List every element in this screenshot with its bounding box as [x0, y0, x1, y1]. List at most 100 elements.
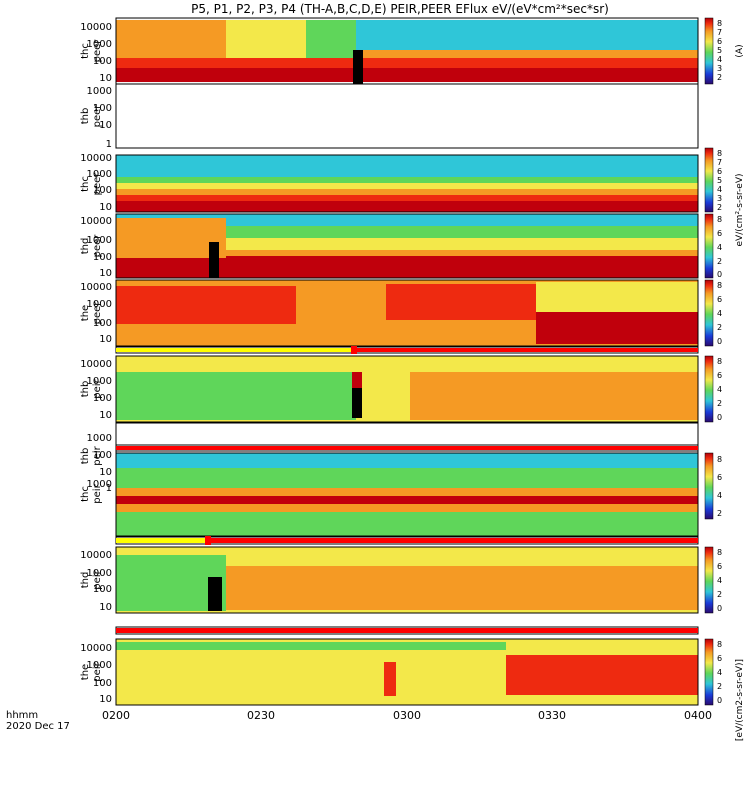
y-tick-label: 10 [99, 268, 112, 279]
y-label-the: the [80, 305, 91, 321]
y-tick-label: 1000 [87, 235, 112, 246]
x-tick-label: 0200 [102, 709, 130, 722]
colorbar-label: 8 [717, 215, 722, 224]
panel-8-thc-peir: thc peir 1000 [80, 452, 699, 537]
y-tick-label: 1000 [87, 433, 112, 444]
heatmap-band [116, 496, 698, 504]
y-label-peer: peer [92, 301, 103, 325]
y-tick-label: 100 [93, 450, 112, 461]
colorbar-label: 2 [717, 257, 722, 266]
heatmap-band [536, 282, 698, 312]
y-tick-label: 10 [99, 467, 112, 478]
panel-10-the-peir: the peir 10000 1000 100 10 [80, 638, 699, 706]
y-tick-label: 10 [99, 602, 112, 613]
colorbar-label: 8 [717, 357, 722, 366]
colorbar-label: 6 [717, 473, 722, 482]
y-tick-label: 100 [93, 678, 112, 689]
colorbar-label: 6 [717, 562, 722, 571]
y-tick-label: 10000 [80, 359, 112, 370]
y-tick-label: 10000 [80, 550, 112, 561]
y-tick-label: 10 [99, 73, 112, 84]
colorbar-label: 2 [717, 73, 722, 82]
y-label-peir: peir [92, 661, 103, 681]
colorbar-label: 6 [717, 654, 722, 663]
data-gap-block [209, 242, 219, 278]
colorbar-label: 2 [717, 509, 722, 518]
colorbar-label: 6 [717, 167, 722, 176]
heatmap-band [116, 504, 698, 512]
plot-frame [115, 154, 699, 213]
y-tick-label: 10000 [80, 153, 112, 164]
y-label-peer: peer [92, 172, 103, 196]
x-tick-label: 0400 [684, 709, 712, 722]
y-label-peir: peir [92, 445, 103, 465]
heatmap-band [116, 468, 698, 488]
y-tick-label: 1000 [87, 169, 112, 180]
plot-frame [115, 83, 699, 149]
heatmap-band [116, 189, 698, 195]
colorbar-panel-5: 8 6 4 2 0 [704, 279, 722, 347]
colorbar-label: 4 [717, 185, 722, 194]
colorbar-label: 8 [717, 640, 722, 649]
colorbar-label: 0 [717, 270, 722, 279]
colorbar-label: 3 [717, 194, 722, 203]
y-label-peir: peir [92, 483, 103, 503]
heatmap-band [116, 356, 356, 372]
y-tick-label: 10 [99, 202, 112, 213]
colorbar-label: 2 [717, 399, 722, 408]
y-tick-label: 100 [93, 584, 112, 595]
quality-flag-bar [115, 346, 699, 354]
colorbar-label: 3 [717, 64, 722, 73]
chart-title: P5, P1, P2, P3, P4 (TH-A,B,C,D,E) PEIR,P… [191, 2, 609, 16]
y-tick-label: 100 [93, 185, 112, 196]
heatmap-band [410, 20, 698, 50]
colorbar-label: 0 [717, 337, 722, 346]
y-tick-label: 1000 [87, 86, 112, 97]
heatmap-band [116, 256, 698, 278]
colorbar-label: 8 [717, 19, 722, 28]
colorbar-panel-6: 8 6 4 2 0 [704, 355, 722, 423]
colorbar-label: 8 [717, 149, 722, 158]
x-tick-label: 0300 [393, 709, 421, 722]
colorbar-label: 2 [717, 682, 722, 691]
y-label-thc: thc [80, 486, 91, 502]
colorbar-label: 0 [717, 696, 722, 705]
colorbar-label: 2 [717, 203, 722, 212]
y-tick-label: 1000 [87, 479, 112, 490]
colorbar-panel-1: 8 7 6 5 4 3 2 (A) [704, 17, 745, 85]
heatmap-band [116, 512, 698, 536]
time-axis-label-top: hhmm [6, 710, 38, 721]
colorbar-label: 8 [717, 281, 722, 290]
time-axis: hhmm 2020 Dec 17 0200 0230 0300 0330 040… [6, 709, 712, 732]
panel-3-thc-peer: thc peer 10000 1000 100 10 [80, 153, 699, 213]
y-tick-label: 100 [93, 103, 112, 114]
heatmap-band [116, 68, 698, 82]
heatmap-band [536, 312, 698, 344]
heatmap-band [116, 372, 356, 420]
colorbar-label: 6 [717, 229, 722, 238]
heatmap-band [410, 372, 698, 420]
y-tick-label: 1000 [87, 660, 112, 671]
colorbar-panel-4: 8 6 4 2 0 [704, 213, 722, 279]
y-tick-label: 100 [93, 393, 112, 404]
heatmap-band [116, 286, 296, 324]
colorbar-label: 0 [717, 604, 722, 613]
colorbar-label: 6 [717, 37, 722, 46]
y-label-the: the [80, 664, 91, 680]
colorbar-label: 4 [717, 491, 722, 500]
heatmap-band [506, 655, 698, 695]
y-tick-label: 100 [93, 56, 112, 67]
y-label-thc: thc [80, 176, 91, 192]
plot-frame [115, 355, 699, 423]
quality-flag-bar [115, 536, 699, 545]
y-tick-label: 10 [99, 334, 112, 345]
colorbar-panel-3: 8 7 6 5 4 3 2 eV/(cm²-s-sr-eV) [704, 147, 745, 247]
heatmap-band [116, 226, 698, 240]
y-label-thd: thd [80, 572, 91, 589]
quality-flag-bar [115, 444, 699, 452]
y-label-peer: peer [92, 234, 103, 258]
panel-1-thc-peer: thc peer 10000 1000 100 10 [80, 17, 699, 85]
colorbar-label: 5 [717, 46, 722, 55]
y-tick-label: 10000 [80, 643, 112, 654]
y-tick-label: 1000 [87, 376, 112, 387]
